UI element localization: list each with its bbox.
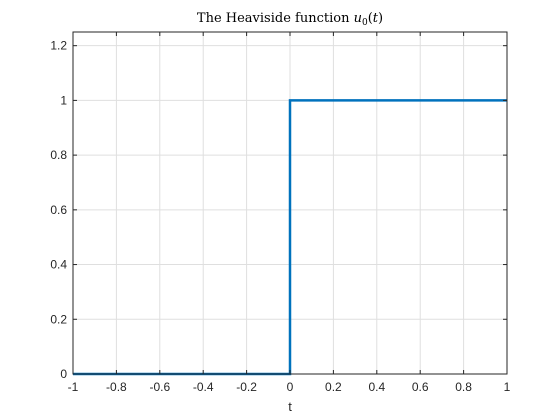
x-tick-label: 0.4	[368, 380, 385, 394]
x-tick-label: 0.2	[325, 380, 342, 394]
x-tick-label: -1	[68, 380, 79, 394]
y-tick-label: 1.2	[50, 39, 67, 53]
x-tick-label: -0.6	[149, 380, 170, 394]
x-tick-labels: -1 -0.8 -0.6 -0.4 -0.2 0 0.2 0.4 0.6 0.8 1	[68, 380, 511, 394]
y-tick-label: 0.4	[50, 258, 67, 272]
chart-title-function: u	[354, 11, 362, 26]
x-tick-label: -0.8	[106, 380, 127, 394]
x-tick-label: 1	[504, 380, 511, 394]
chart-title: The Heaviside function u0(t)	[197, 11, 383, 28]
tick-marks	[72, 32, 508, 375]
chart-title-close-paren: )	[378, 11, 383, 26]
y-tick-labels: 0 0.2 0.4 0.6 0.8 1 1.2	[50, 39, 67, 381]
y-tick-label: 0.6	[50, 203, 67, 217]
x-tick-label: -0.2	[236, 380, 257, 394]
chart-title-prefix: The Heaviside function	[197, 11, 354, 26]
y-tick-label: 0	[60, 367, 67, 381]
x-tick-label: 0.6	[412, 380, 429, 394]
y-tick-label: 1	[60, 93, 67, 107]
y-tick-label: 0.8	[50, 148, 67, 162]
y-tick-label: 0.2	[50, 312, 67, 326]
chart-title-open-paren: (	[368, 11, 373, 26]
x-axis-label: t	[288, 399, 292, 414]
chart-title-subscript: 0	[362, 18, 368, 28]
x-tick-label: -0.4	[193, 380, 214, 394]
x-tick-label: 0	[287, 380, 294, 394]
chart-title-argument: t	[373, 11, 379, 26]
x-tick-label: 0.8	[455, 380, 472, 394]
